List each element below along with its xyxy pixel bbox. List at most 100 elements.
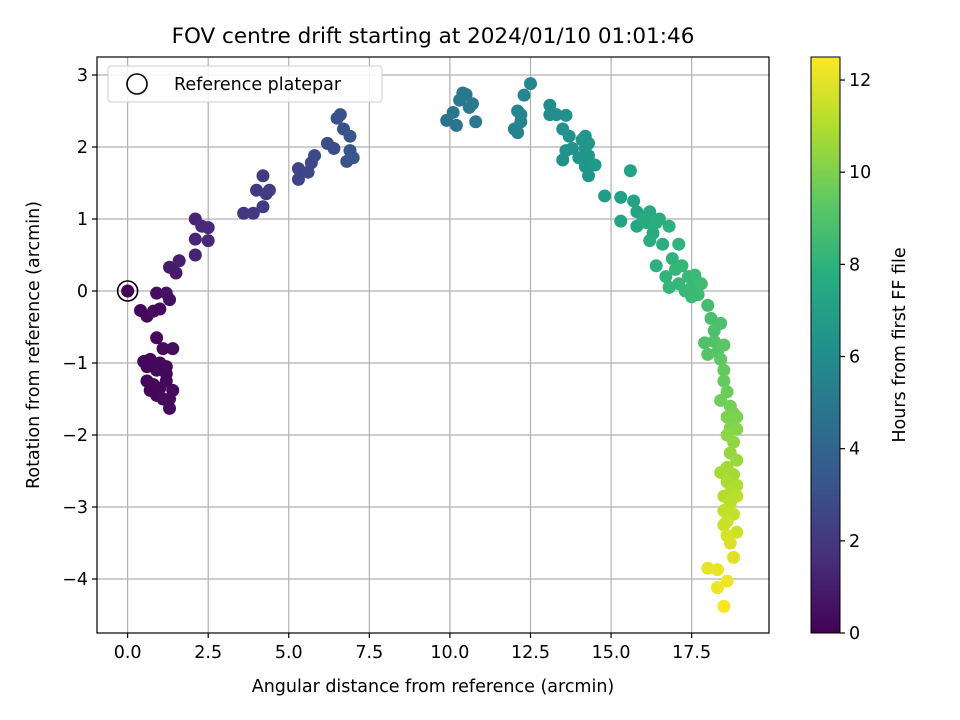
y-tick-label: 1	[77, 210, 88, 230]
scatter-points	[116, 77, 744, 613]
y-tick-label: −3	[62, 498, 88, 518]
scatter-point	[588, 158, 602, 172]
scatter-point	[717, 599, 731, 613]
scatter-point	[246, 206, 260, 220]
scatter-point	[150, 331, 164, 345]
scatter-point	[543, 98, 557, 112]
legend-reference-marker	[126, 73, 148, 95]
y-axis-label: Rotation from reference (arcmin)	[24, 201, 44, 489]
scatter-point	[150, 286, 164, 300]
scatter-point	[517, 88, 531, 102]
grid-lines	[97, 57, 769, 633]
scatter-point	[710, 581, 724, 595]
chart-title: FOV centre drift starting at 2024/01/10 …	[172, 24, 695, 49]
colorbar-tick-label: 12	[849, 71, 871, 91]
colorbar-tick-label: 2	[849, 532, 860, 552]
scatter-point	[707, 324, 721, 338]
scatter-point	[730, 422, 744, 436]
scatter-point	[188, 248, 202, 262]
scatter-point	[598, 189, 612, 203]
scatter-point	[156, 342, 170, 356]
x-tick-label: 7.5	[355, 643, 383, 663]
x-tick-label: 2.5	[194, 643, 222, 663]
scatter-point	[701, 561, 715, 575]
colorbar-tick-label: 0	[849, 624, 860, 644]
x-tick-label: 5.0	[275, 643, 303, 663]
scatter-point	[698, 336, 712, 350]
scatter-point	[685, 290, 699, 304]
scatter-point	[163, 392, 177, 406]
scatter-point	[163, 401, 177, 415]
colorbar-tick-label: 8	[849, 255, 860, 275]
scatter-point	[163, 293, 177, 307]
scatter-point	[256, 200, 270, 214]
colorbar-gradient	[810, 56, 841, 634]
scatter-point	[195, 219, 209, 233]
scatter-point	[327, 141, 341, 155]
scatter-point	[694, 277, 708, 291]
scatter-point	[201, 234, 215, 248]
scatter-point	[582, 169, 596, 183]
scatter-point	[652, 212, 666, 226]
x-tick-label: 12.5	[511, 643, 550, 663]
scatter-point	[562, 129, 576, 143]
y-tick-label: 3	[77, 66, 88, 86]
scatter-point	[623, 164, 637, 178]
scatter-point	[511, 126, 525, 140]
scatter-point	[256, 169, 270, 183]
scatter-point	[172, 254, 186, 268]
scatter-point	[549, 108, 563, 122]
scatter-point	[188, 232, 202, 246]
scatter-point	[159, 367, 173, 381]
scatter-point	[717, 518, 731, 532]
scatter-point	[714, 352, 728, 366]
scatter-point	[720, 410, 734, 424]
scatter-point	[717, 374, 731, 388]
scatter-point	[717, 363, 731, 377]
scatter-point	[578, 129, 592, 143]
scatter-point	[717, 338, 731, 352]
scatter-point	[343, 144, 357, 158]
colorbar-tick-label: 6	[849, 348, 860, 368]
x-axis-label: Angular distance from reference (arcmin)	[252, 677, 615, 697]
scatter-point	[565, 141, 579, 155]
scatter-point	[727, 435, 741, 449]
scatter-point	[720, 574, 734, 588]
colorbar-ticks: 0 2 4 6 8 10 12	[840, 71, 871, 644]
scatter-point	[291, 172, 305, 186]
x-tick-label: 17.5	[672, 643, 711, 663]
x-tick-label: 0.0	[114, 643, 142, 663]
scatter-point	[446, 105, 460, 119]
scatter-point	[643, 205, 657, 219]
scatter-point	[514, 108, 528, 122]
scatter-point	[710, 563, 724, 577]
scatter-point	[121, 284, 135, 298]
scatter-point	[523, 77, 537, 91]
scatter-point	[643, 234, 657, 248]
scatter-point	[153, 302, 167, 316]
scatter-point	[469, 115, 483, 129]
scatter-point	[559, 108, 573, 122]
scatter-point	[343, 129, 357, 143]
scatter-point	[166, 342, 180, 356]
scatter-point	[465, 97, 479, 111]
scatter-point	[627, 194, 641, 208]
scatter-point	[163, 260, 177, 274]
y-tick-label: 0	[77, 282, 88, 302]
x-tick-label: 10.0	[430, 643, 469, 663]
scatter-point	[730, 453, 744, 467]
colorbar-tick-label: 10	[849, 163, 871, 183]
scatter-point	[308, 149, 322, 163]
scatter-point	[449, 118, 463, 132]
scatter-point	[459, 87, 473, 101]
y-tick-label: −1	[62, 354, 88, 374]
scatter-point	[675, 259, 689, 273]
legend: Reference platepar	[107, 65, 383, 103]
scatter-point	[665, 252, 679, 266]
legend-box	[107, 65, 383, 103]
scatter-point	[614, 214, 628, 228]
y-axis-ticks: −4 −3 −2 −1 0 1 2 3	[62, 66, 97, 590]
y-tick-label: −2	[62, 426, 88, 446]
scatter-point	[656, 237, 670, 251]
